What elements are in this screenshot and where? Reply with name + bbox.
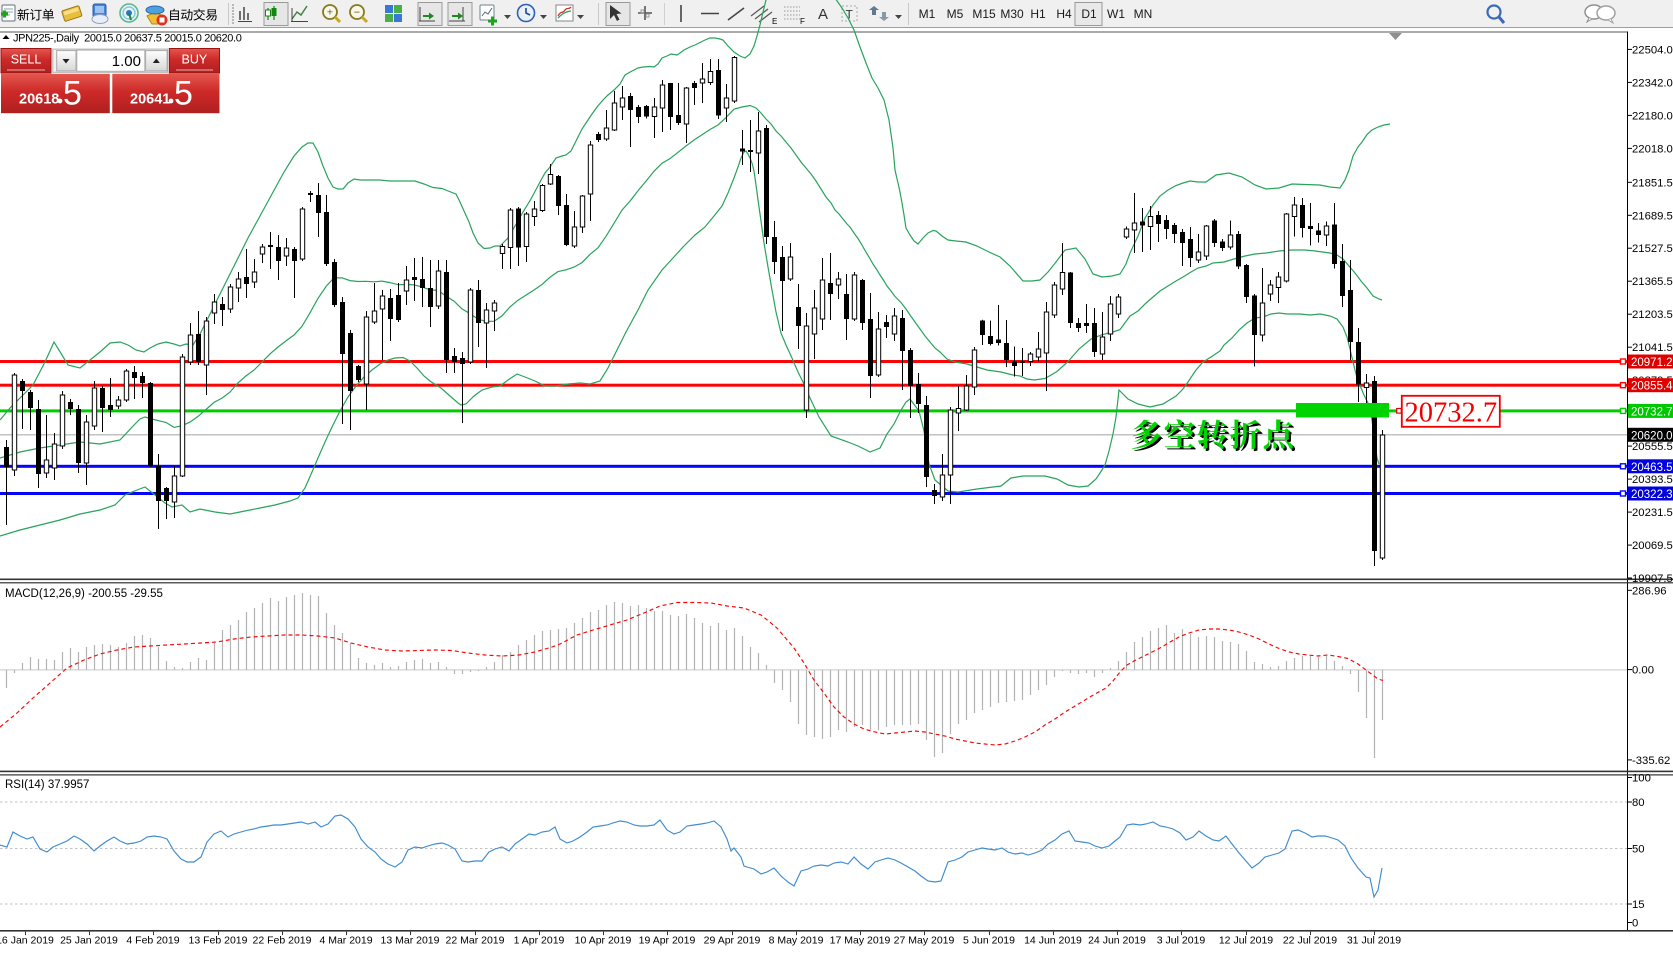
svg-text:286.96: 286.96 xyxy=(1632,585,1667,597)
svg-text:M30: M30 xyxy=(1000,7,1024,21)
svg-text:20618: 20618 xyxy=(19,92,59,108)
svg-text:5: 5 xyxy=(63,75,82,113)
svg-text:17 May 2019: 17 May 2019 xyxy=(830,935,891,947)
svg-text:1.00: 1.00 xyxy=(112,53,141,70)
svg-text:22 Feb 2019: 22 Feb 2019 xyxy=(253,935,312,947)
svg-text:−: − xyxy=(354,7,360,19)
svg-text:M5: M5 xyxy=(947,7,964,21)
svg-text:21689.5: 21689.5 xyxy=(1632,210,1673,222)
svg-text:22504.0: 22504.0 xyxy=(1632,44,1673,56)
svg-text:22342.0: 22342.0 xyxy=(1632,77,1673,89)
svg-text:0.00: 0.00 xyxy=(1632,665,1654,677)
svg-text:21527.5: 21527.5 xyxy=(1632,243,1673,255)
svg-text:19 Apr 2019: 19 Apr 2019 xyxy=(639,935,696,947)
svg-text:20231.5: 20231.5 xyxy=(1632,507,1673,519)
svg-text:12 Jul 2019: 12 Jul 2019 xyxy=(1219,935,1273,947)
svg-text:BUY: BUY xyxy=(182,53,208,67)
svg-text:21365.5: 21365.5 xyxy=(1632,276,1673,288)
svg-text:MN: MN xyxy=(1134,7,1153,21)
svg-text:A: A xyxy=(818,6,828,23)
svg-text:20322.3: 20322.3 xyxy=(1631,489,1673,501)
svg-text:21851.5: 21851.5 xyxy=(1632,177,1673,189)
svg-text:4 Feb 2019: 4 Feb 2019 xyxy=(126,935,179,947)
svg-text:T: T xyxy=(846,8,854,22)
svg-text:100: 100 xyxy=(1632,773,1651,785)
svg-text:24 Jun 2019: 24 Jun 2019 xyxy=(1088,935,1146,947)
svg-text:W1: W1 xyxy=(1107,7,1125,21)
svg-text:80: 80 xyxy=(1632,797,1645,809)
svg-text:8 May 2019: 8 May 2019 xyxy=(769,935,824,947)
svg-text:10 Apr 2019: 10 Apr 2019 xyxy=(575,935,632,947)
svg-text:25 Jan 2019: 25 Jan 2019 xyxy=(60,935,118,947)
svg-text:F: F xyxy=(800,17,805,26)
svg-text:20393.5: 20393.5 xyxy=(1632,474,1673,486)
svg-text:H1: H1 xyxy=(1030,7,1046,21)
svg-text:M1: M1 xyxy=(919,7,936,21)
svg-text:D1: D1 xyxy=(1081,7,1097,21)
svg-text:19907.5: 19907.5 xyxy=(1632,573,1673,585)
svg-text:5: 5 xyxy=(174,75,193,113)
svg-text:22 Mar 2019: 22 Mar 2019 xyxy=(446,935,505,947)
svg-text:14 Jun 2019: 14 Jun 2019 xyxy=(1024,935,1082,947)
svg-text:E: E xyxy=(772,17,777,26)
svg-text:0: 0 xyxy=(1632,918,1638,930)
svg-text:JPN225-,Daily 20015.0 20637.5: JPN225-,Daily 20015.0 20637.5 20015.0 20… xyxy=(13,33,242,45)
svg-text:16 Jan 2019: 16 Jan 2019 xyxy=(0,935,54,947)
svg-text:21203.5: 21203.5 xyxy=(1632,309,1673,321)
svg-text:20463.5: 20463.5 xyxy=(1631,462,1673,474)
svg-text:13 Mar 2019: 13 Mar 2019 xyxy=(381,935,440,947)
svg-text:20732.7: 20732.7 xyxy=(1404,398,1497,429)
svg-text:20641: 20641 xyxy=(130,92,170,108)
svg-text:4 Mar 2019: 4 Mar 2019 xyxy=(319,935,372,947)
svg-text:20732.7: 20732.7 xyxy=(1631,406,1673,418)
svg-text:3 Jul 2019: 3 Jul 2019 xyxy=(1157,935,1206,947)
svg-text:27 May 2019: 27 May 2019 xyxy=(894,935,955,947)
svg-text:31 Jul 2019: 31 Jul 2019 xyxy=(1347,935,1401,947)
svg-text:M15: M15 xyxy=(972,7,996,21)
svg-text:MACD(12,26,9) -200.55 -29.55: MACD(12,26,9) -200.55 -29.55 xyxy=(5,588,163,600)
svg-text:20620.0: 20620.0 xyxy=(1631,430,1673,442)
svg-text:RSI(14) 37.9957: RSI(14) 37.9957 xyxy=(5,779,89,791)
svg-text:20069.5: 20069.5 xyxy=(1632,540,1673,552)
svg-text:50: 50 xyxy=(1632,844,1645,856)
svg-text:22180.0: 22180.0 xyxy=(1632,110,1673,122)
svg-text:SELL: SELL xyxy=(11,53,42,67)
svg-text:1 Apr 2019: 1 Apr 2019 xyxy=(514,935,565,947)
svg-text:20555.5: 20555.5 xyxy=(1632,441,1673,453)
svg-text:29 Apr 2019: 29 Apr 2019 xyxy=(704,935,761,947)
svg-text:20855.4: 20855.4 xyxy=(1631,381,1673,393)
svg-text:22018.0: 22018.0 xyxy=(1632,143,1673,155)
svg-text:+: + xyxy=(327,7,333,19)
svg-text:21041.5: 21041.5 xyxy=(1632,342,1673,354)
svg-text:H4: H4 xyxy=(1056,7,1072,21)
svg-text:13 Feb 2019: 13 Feb 2019 xyxy=(189,935,248,947)
svg-text:15: 15 xyxy=(1632,899,1645,911)
svg-text:22 Jul 2019: 22 Jul 2019 xyxy=(1283,935,1337,947)
svg-text:-335.62: -335.62 xyxy=(1632,755,1670,767)
svg-text:20971.2: 20971.2 xyxy=(1631,357,1673,369)
svg-text:5 Jun 2019: 5 Jun 2019 xyxy=(963,935,1015,947)
